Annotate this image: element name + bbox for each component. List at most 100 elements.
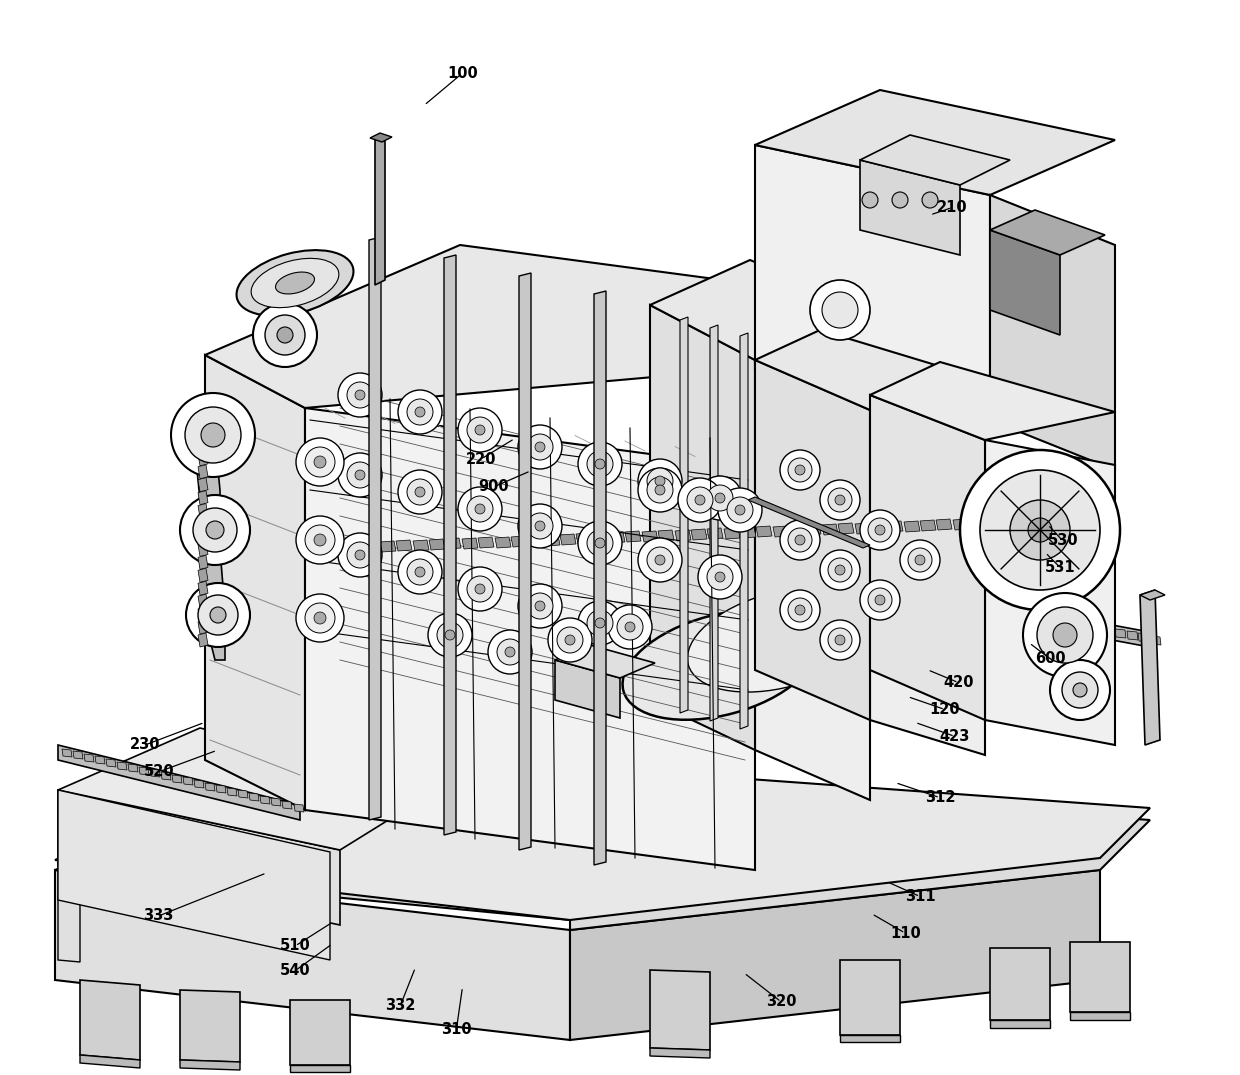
Polygon shape xyxy=(691,529,707,540)
Text: 310: 310 xyxy=(441,1022,471,1037)
Circle shape xyxy=(820,481,861,520)
Polygon shape xyxy=(650,305,755,750)
Circle shape xyxy=(518,504,562,548)
Polygon shape xyxy=(978,604,990,613)
Circle shape xyxy=(265,315,305,355)
Circle shape xyxy=(608,605,652,649)
Circle shape xyxy=(534,521,546,531)
Polygon shape xyxy=(650,970,711,1050)
Polygon shape xyxy=(658,530,675,541)
Polygon shape xyxy=(870,522,887,533)
Circle shape xyxy=(296,516,343,564)
Circle shape xyxy=(475,425,485,435)
Polygon shape xyxy=(272,798,281,806)
Polygon shape xyxy=(544,535,560,546)
Circle shape xyxy=(1011,500,1070,560)
Polygon shape xyxy=(198,620,208,634)
Circle shape xyxy=(875,594,885,605)
Polygon shape xyxy=(711,325,718,721)
Circle shape xyxy=(475,584,485,594)
Polygon shape xyxy=(861,160,960,255)
Circle shape xyxy=(171,393,255,477)
Circle shape xyxy=(780,450,820,490)
Polygon shape xyxy=(331,543,347,554)
Polygon shape xyxy=(870,362,1115,440)
Polygon shape xyxy=(904,521,920,532)
Polygon shape xyxy=(560,534,577,545)
Circle shape xyxy=(618,614,644,640)
Polygon shape xyxy=(334,522,348,534)
Polygon shape xyxy=(887,521,903,532)
Circle shape xyxy=(527,593,553,619)
Ellipse shape xyxy=(237,250,353,316)
Circle shape xyxy=(206,521,224,539)
Polygon shape xyxy=(759,505,775,517)
Text: 120: 120 xyxy=(930,702,960,717)
Polygon shape xyxy=(172,775,182,783)
Polygon shape xyxy=(756,526,773,538)
Polygon shape xyxy=(62,749,72,757)
Circle shape xyxy=(314,612,326,624)
Polygon shape xyxy=(353,521,370,533)
Polygon shape xyxy=(954,497,968,508)
Circle shape xyxy=(810,280,870,340)
Polygon shape xyxy=(198,607,208,621)
Circle shape xyxy=(398,550,441,594)
Polygon shape xyxy=(430,518,446,530)
Polygon shape xyxy=(347,542,363,553)
Polygon shape xyxy=(205,783,215,791)
Circle shape xyxy=(505,647,515,657)
Circle shape xyxy=(305,603,335,633)
Polygon shape xyxy=(413,540,429,551)
Circle shape xyxy=(314,456,326,468)
Polygon shape xyxy=(511,536,527,547)
Circle shape xyxy=(727,497,753,524)
Circle shape xyxy=(908,548,932,572)
Circle shape xyxy=(467,417,494,443)
Polygon shape xyxy=(755,145,990,420)
Polygon shape xyxy=(180,990,241,1062)
Circle shape xyxy=(795,605,805,615)
Polygon shape xyxy=(570,870,1100,1040)
Circle shape xyxy=(875,525,885,535)
Circle shape xyxy=(707,485,733,511)
Circle shape xyxy=(296,594,343,642)
Text: 333: 333 xyxy=(144,908,174,923)
Circle shape xyxy=(193,508,237,551)
Polygon shape xyxy=(990,195,1115,470)
Circle shape xyxy=(1073,683,1087,697)
Circle shape xyxy=(892,192,908,207)
Polygon shape xyxy=(193,780,205,788)
Circle shape xyxy=(407,559,433,585)
Polygon shape xyxy=(972,497,988,508)
Polygon shape xyxy=(290,1065,350,1072)
Polygon shape xyxy=(295,524,311,536)
Polygon shape xyxy=(1023,613,1034,622)
Circle shape xyxy=(795,535,805,545)
Circle shape xyxy=(795,465,805,475)
Polygon shape xyxy=(839,960,900,1035)
Circle shape xyxy=(687,487,713,513)
Circle shape xyxy=(915,555,925,565)
Polygon shape xyxy=(861,135,1011,185)
Polygon shape xyxy=(990,210,1105,255)
Polygon shape xyxy=(1001,608,1012,617)
Polygon shape xyxy=(650,260,870,360)
Polygon shape xyxy=(198,490,208,504)
Polygon shape xyxy=(1115,629,1126,637)
Polygon shape xyxy=(968,518,985,529)
Circle shape xyxy=(718,488,763,532)
Circle shape xyxy=(339,373,382,417)
Circle shape xyxy=(458,567,502,611)
Circle shape xyxy=(398,390,441,434)
Polygon shape xyxy=(1035,516,1052,527)
Circle shape xyxy=(407,399,433,425)
Polygon shape xyxy=(755,90,1115,195)
Circle shape xyxy=(715,572,725,582)
Circle shape xyxy=(694,494,706,505)
Polygon shape xyxy=(55,748,1149,920)
Polygon shape xyxy=(117,762,126,770)
Text: 510: 510 xyxy=(280,938,310,954)
Polygon shape xyxy=(58,790,340,924)
Polygon shape xyxy=(81,980,140,1060)
